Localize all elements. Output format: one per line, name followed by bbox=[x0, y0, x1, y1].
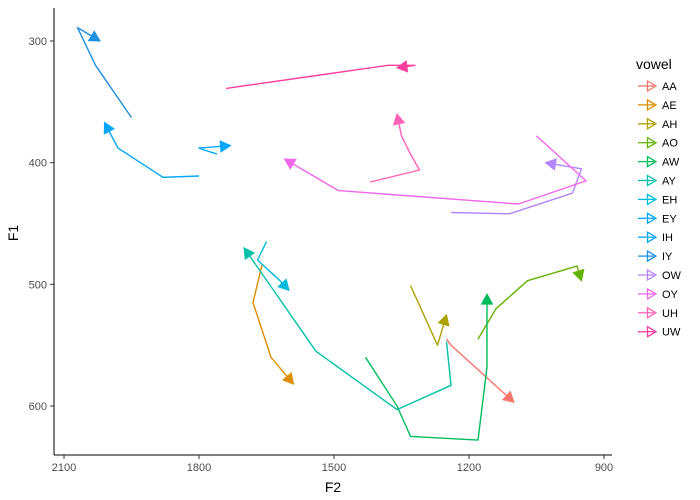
legend-item-ow: OW bbox=[638, 268, 682, 282]
series-arrowhead-eh bbox=[277, 278, 290, 292]
series-arrowhead-iy bbox=[87, 30, 101, 42]
legend-label: UW bbox=[662, 327, 681, 339]
series-arrowhead-ih bbox=[219, 140, 232, 153]
x-tick-label: 1500 bbox=[322, 462, 346, 474]
legend-item-ay: AY bbox=[638, 174, 677, 188]
series-line-oy bbox=[284, 135, 587, 205]
x-axis-title: F2 bbox=[325, 479, 342, 495]
y-axis-title: F1 bbox=[5, 225, 21, 242]
legend-label: EH bbox=[662, 194, 677, 206]
legend-item-uh: UH bbox=[638, 306, 678, 320]
legend-label: OY bbox=[662, 289, 679, 301]
legend-key-arrow bbox=[646, 193, 658, 206]
series-line-ey bbox=[103, 122, 200, 178]
plot-area bbox=[76, 26, 587, 441]
legend-key-arrow bbox=[646, 98, 658, 112]
series-arrowhead-ey bbox=[103, 121, 115, 135]
legend-item-aw: AW bbox=[638, 155, 680, 169]
series-arrowhead-oy bbox=[283, 158, 297, 170]
x-tick-label: 2100 bbox=[52, 462, 76, 474]
legend-key-arrow bbox=[646, 117, 658, 130]
legend-item-eh: EH bbox=[638, 193, 677, 206]
series-line-ay bbox=[243, 247, 452, 411]
legend-label: IY bbox=[662, 251, 673, 263]
legend-key-arrow bbox=[646, 136, 658, 149]
y-tick-label: 500 bbox=[29, 279, 47, 291]
legend-key-arrow bbox=[646, 287, 658, 301]
x-tick-label: 1200 bbox=[457, 462, 481, 474]
legend-item-ae: AE bbox=[638, 98, 677, 112]
series-line-ae bbox=[252, 264, 295, 385]
series-line-ow bbox=[450, 162, 583, 215]
legend-item-aa: AA bbox=[638, 79, 677, 93]
series-line-uh bbox=[369, 113, 421, 183]
x-tick-label: 1800 bbox=[187, 462, 211, 474]
series-arrowhead-ow bbox=[544, 158, 557, 171]
legend-key-arrow bbox=[646, 306, 658, 319]
legend-key-arrow bbox=[646, 212, 658, 225]
legend-item-ih: IH bbox=[638, 231, 673, 244]
legend-label: UH bbox=[662, 308, 678, 320]
legend-label: AO bbox=[662, 138, 678, 150]
series-arrowhead-ah bbox=[437, 313, 450, 327]
legend: vowel AA AE AH AO AW AY EH EY IH IY OW OY UH UW bbox=[636, 56, 682, 339]
y-tick-label: 600 bbox=[29, 401, 47, 413]
series-arrowhead-ay bbox=[243, 246, 256, 261]
series-arrowhead-ae bbox=[281, 371, 295, 385]
y-tick-label: 400 bbox=[29, 158, 47, 170]
axes: F2 F1 bbox=[5, 8, 612, 495]
legend-item-uw: UW bbox=[638, 325, 681, 339]
series-line-aw bbox=[364, 294, 488, 441]
legend-item-iy: IY bbox=[638, 249, 673, 263]
legend-key-arrow bbox=[646, 174, 658, 187]
legend-label: AW bbox=[662, 157, 680, 169]
legend-label: EY bbox=[662, 213, 677, 225]
y-tick-label: 300 bbox=[29, 36, 47, 48]
legend-key-arrow bbox=[646, 249, 658, 263]
legend-item-ah: AH bbox=[638, 117, 677, 131]
series-line-ah bbox=[409, 285, 448, 346]
legend-item-oy: OY bbox=[638, 287, 679, 301]
axis-ticks: 2100 1800 1500 1200 900 300 400 500 600 bbox=[29, 36, 614, 474]
series-line-ao bbox=[477, 265, 583, 340]
legend-key-arrow bbox=[646, 231, 658, 244]
legend-key-arrow bbox=[646, 268, 658, 282]
series-arrowhead-aw bbox=[480, 293, 494, 305]
legend-item-ao: AO bbox=[638, 136, 678, 150]
series-line-aa bbox=[445, 338, 515, 403]
legend-key-arrow bbox=[646, 79, 658, 93]
legend-label: IH bbox=[662, 232, 673, 244]
series-arrowhead-aa bbox=[501, 390, 515, 403]
x-tick-label: 900 bbox=[595, 462, 613, 474]
legend-label: AY bbox=[662, 176, 677, 188]
series-arrowhead-ao bbox=[572, 268, 585, 282]
legend-label: AE bbox=[662, 100, 677, 112]
legend-label: AA bbox=[662, 81, 677, 93]
legend-item-ey: EY bbox=[638, 212, 677, 225]
legend-key-arrow bbox=[646, 325, 658, 338]
series-arrowhead-uh bbox=[392, 112, 406, 126]
series-arrowhead-uw bbox=[395, 60, 409, 73]
legend-label: OW bbox=[662, 270, 682, 282]
series-line-ih bbox=[198, 144, 231, 155]
series-line-iy bbox=[76, 26, 133, 118]
legend-label: AH bbox=[662, 119, 677, 131]
legend-title: vowel bbox=[636, 56, 672, 72]
legend-key-arrow bbox=[646, 155, 658, 168]
series-line-uw bbox=[225, 64, 416, 90]
